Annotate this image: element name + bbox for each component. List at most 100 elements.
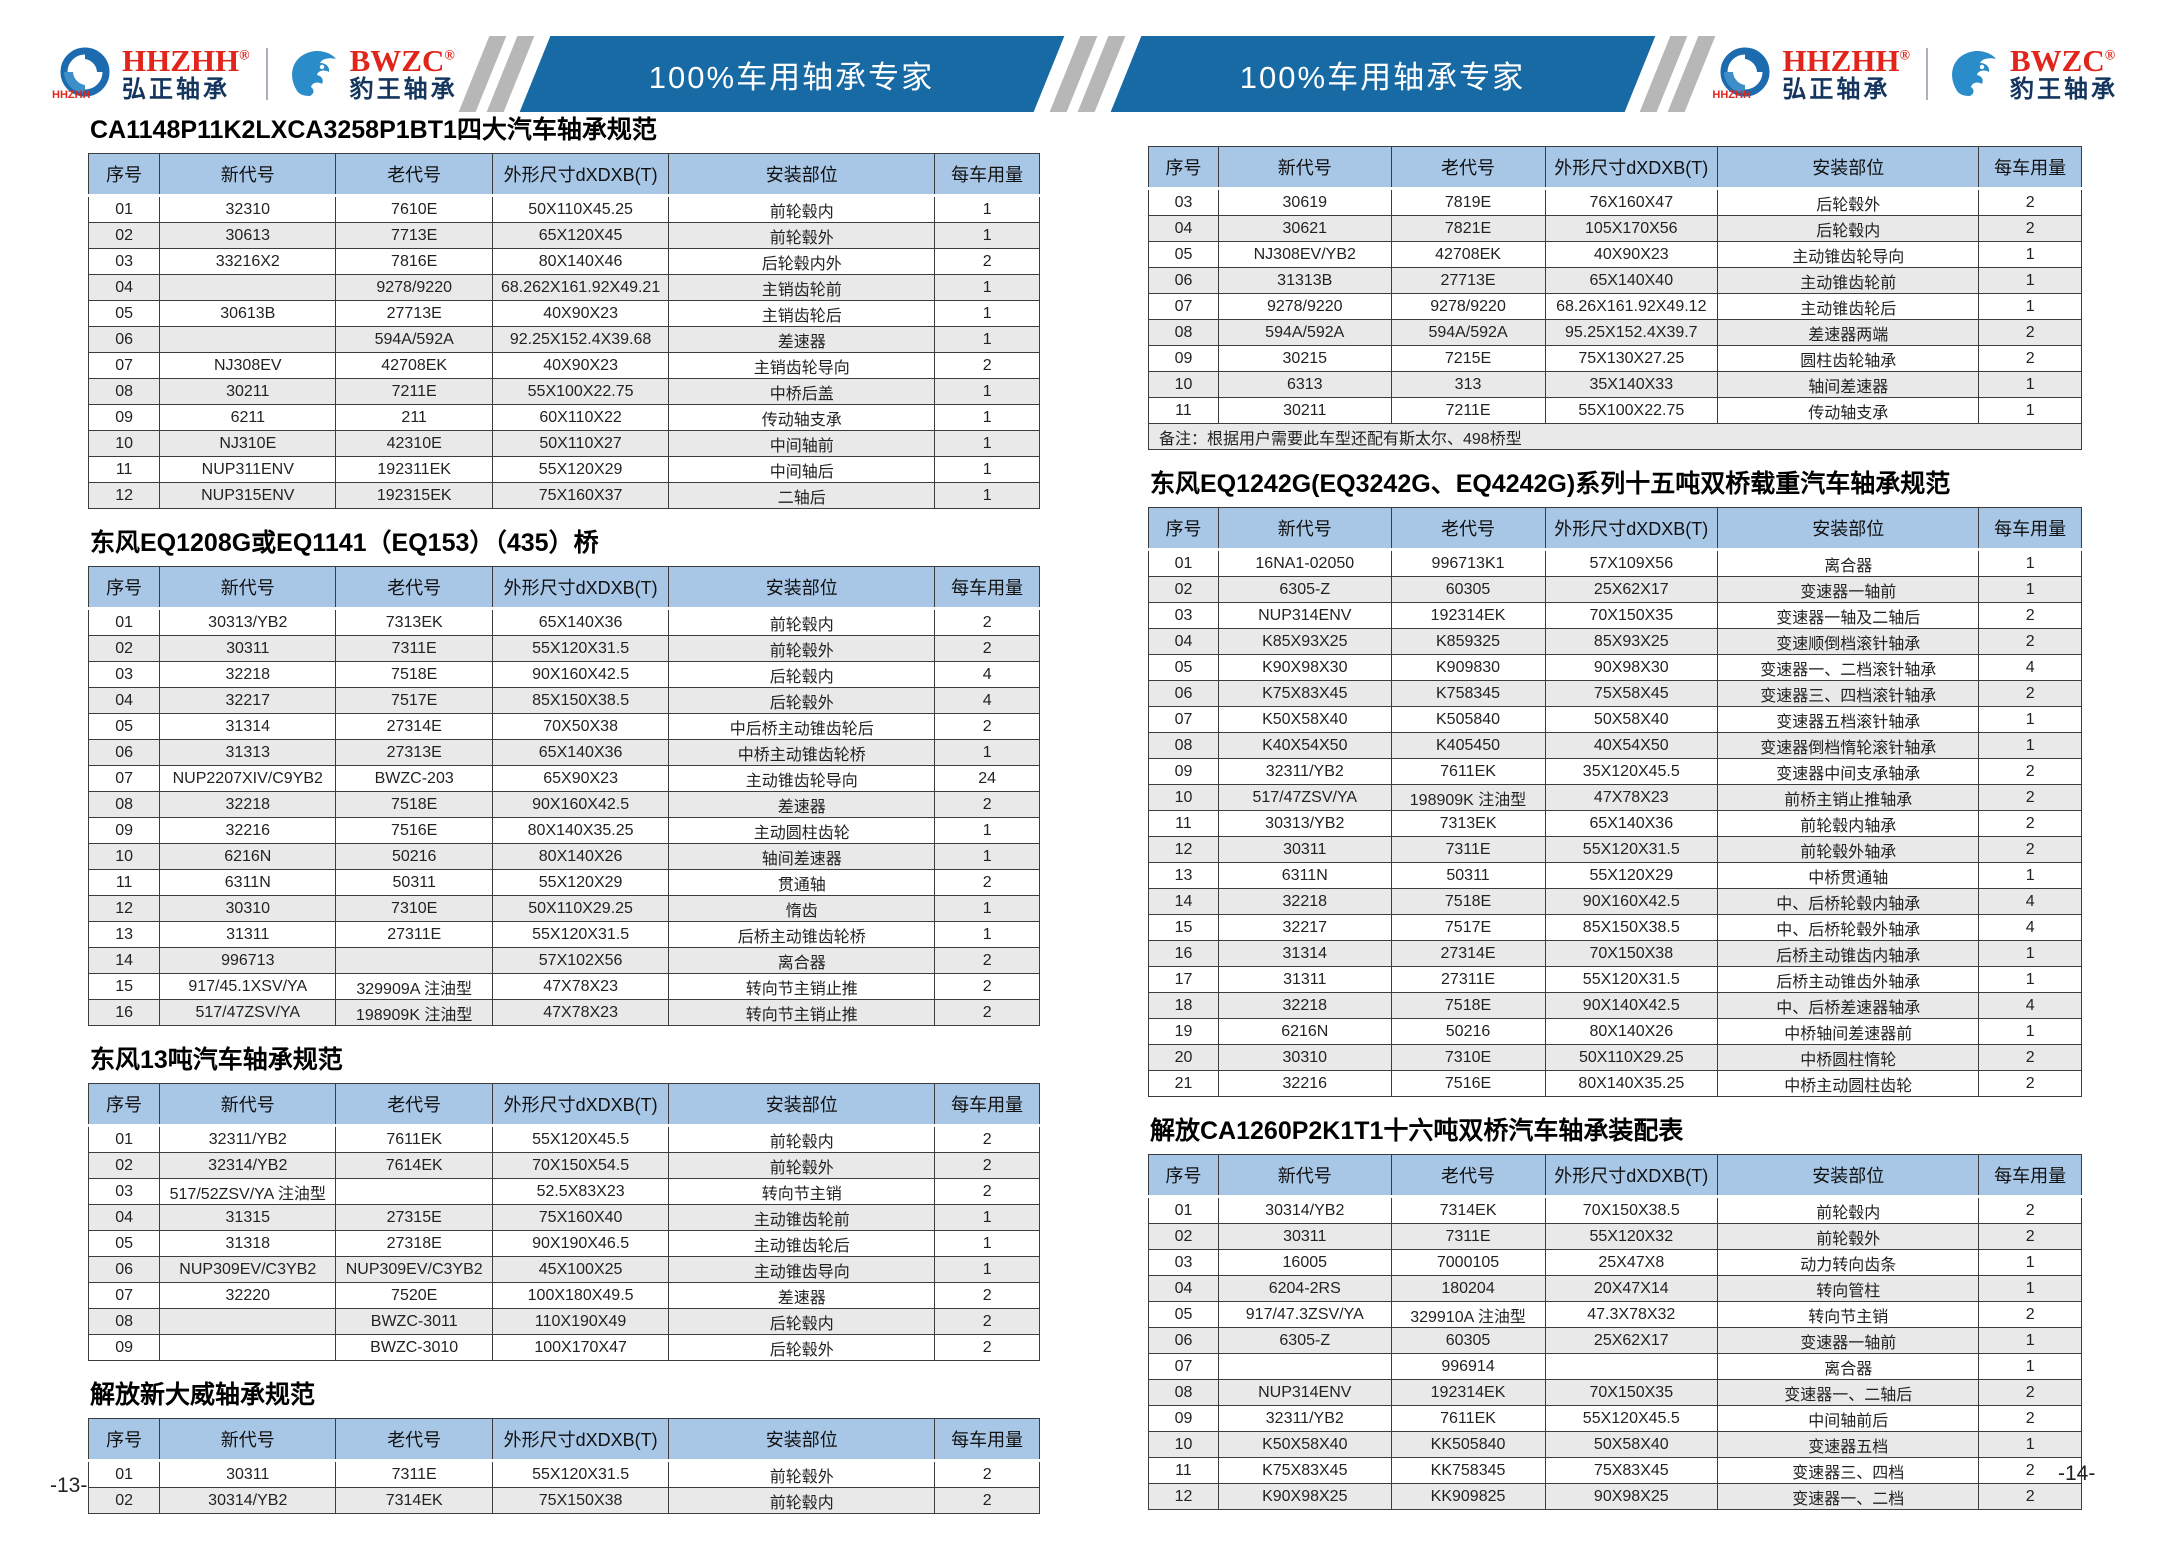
table-cell: BWZC-3010 <box>335 1334 494 1361</box>
table-cell: 07 <box>1148 293 1219 320</box>
column-header: 新代号 <box>159 566 337 610</box>
table-cell: 7821E <box>1390 215 1546 242</box>
table-cell: 32220 <box>159 1282 337 1309</box>
table-row: 03 32218 7518E 90X160X42.5 后轮毂内 4 <box>87 661 1040 688</box>
table-cell: 180204 <box>1390 1275 1546 1302</box>
table-row: 06 K75X83X45 K758345 75X58X45 变速器三、四档滚针轴承 2 <box>1148 680 2082 707</box>
table-cell: NUP315ENV <box>159 482 337 509</box>
table-cell: 45X100X25 <box>492 1256 670 1283</box>
table-cell: 1 <box>1978 1275 2082 1302</box>
hhzhh-logo-icon: HHZHH <box>52 45 114 103</box>
table-cell: 变速顺倒档滚针轴承 <box>1717 628 1980 655</box>
table-cell: 19 <box>1148 1018 1219 1045</box>
table-cell: 01 <box>87 195 161 223</box>
table-row: 08 30211 7211E 55X100X22.75 中桥后盖 1 <box>87 378 1040 405</box>
table-row: 05 917/47.3ZSV/YA 329910A 注油型 47.3X78X32 转向节… <box>1148 1301 2082 1328</box>
table-row: 05 30613B 27713E 40X90X23 主销齿轮后 1 <box>87 300 1040 327</box>
table-cell: 2 <box>1978 784 2082 811</box>
table-cell: 变速器倒档惰轮滚针轴承 <box>1717 732 1980 759</box>
table-cell: 中、后桥轮毂外轴承 <box>1717 914 1980 941</box>
column-header: 老代号 <box>335 153 494 197</box>
table-cell: K75X83X45 <box>1217 680 1392 707</box>
table-row: 09 30215 7215E 75X130X27.25 圆柱齿轮轴承 2 <box>1148 345 2082 372</box>
table-cell: K85X93X25 <box>1217 628 1392 655</box>
table-row: 14 32218 7518E 90X160X42.5 中、后桥轮毂内轴承 4 <box>1148 888 2082 915</box>
table-row: 03 33216X2 7816E 80X140X46 后轮毂内外 2 <box>87 248 1040 275</box>
table-cell: 7610E <box>335 195 494 223</box>
table-row: 05 K90X98X30 K909830 90X98X30 变速器一、二档滚针轴承 4 <box>1148 654 2082 681</box>
table-cell: 211 <box>335 404 494 431</box>
table-cell: 转向节主销止推 <box>668 999 936 1026</box>
table-cell: 1 <box>934 378 1040 405</box>
table-cell: 6305-Z <box>1217 1327 1392 1354</box>
registered-mark: ® <box>1899 48 1910 64</box>
table-cell: 42708EK <box>1390 241 1546 268</box>
table-cell: 55X100X22.75 <box>1544 397 1719 424</box>
table-row: 11 K75X83X45 KK758345 75X83X45 变速器三、四档 2 <box>1148 1457 2082 1484</box>
table-cell: 转向节主销止推 <box>668 973 936 1000</box>
table-row: 07 996914 离合器 1 <box>1148 1353 2082 1380</box>
table-cell: 90X160X42.5 <box>492 791 670 818</box>
table-cell: K50X58X40 <box>1217 706 1392 733</box>
table-cell: 9278/9220 <box>1390 293 1546 320</box>
table-cell: 2 <box>934 608 1040 636</box>
table-row: 11 30313/YB2 7313EK 65X140X36 前轮毂内轴承 2 <box>1148 810 2082 837</box>
table-row: 05 31314 27314E 70X50X38 中后桥主动锥齿轮后 2 <box>87 713 1040 740</box>
table-cell: 2 <box>934 1178 1040 1205</box>
column-header: 序号 <box>87 1418 161 1462</box>
table-cell: 2 <box>1978 1457 2082 1484</box>
table-cell: 主销齿轮导向 <box>668 352 936 379</box>
table-row: 09 32216 7516E 80X140X35.25 主动圆柱齿轮 1 <box>87 817 1040 844</box>
table-cell: 30311 <box>159 1460 337 1488</box>
column-header: 安装部位 <box>668 566 936 610</box>
table-cell: 02 <box>1148 1223 1219 1250</box>
table-cell: 9278/9220 <box>1217 293 1392 320</box>
table-cell: 6305-Z <box>1217 576 1392 603</box>
table-cell: 轴间差速器 <box>1717 371 1980 398</box>
table-cell: 76X160X47 <box>1544 188 1719 216</box>
table-cell: 7614EK <box>335 1152 494 1179</box>
table-cell: 中后桥主动锥齿轮后 <box>668 713 936 740</box>
table-row: 12 30310 7310E 50X110X29.25 惰齿 1 <box>87 895 1040 922</box>
table-cell: 594A/592A <box>1217 319 1392 346</box>
table-block: 东风13吨汽车轴承规范 序号 新代号 老代号 外形尺寸dXDXB(T) 安装部位 每车用量… <box>87 1040 1040 1361</box>
table-cell: 变速器中间支承轴承 <box>1717 758 1980 785</box>
table-cell: 30311 <box>1217 1223 1392 1250</box>
table-cell: 32216 <box>1217 1070 1392 1097</box>
table-cell: 1 <box>934 222 1040 249</box>
table-cell: 前轮毂外 <box>668 1152 936 1179</box>
column-header: 外形尺寸dXDXB(T) <box>492 1083 670 1127</box>
table-cell: 09 <box>1148 758 1219 785</box>
table-cell: 100X170X47 <box>492 1334 670 1361</box>
hhzhh-brand-text: HHZHH® 弘正轴承 <box>122 45 250 104</box>
brand-block-right: HHZHH HHZHH® 弘正轴承 BWZC® 豹王轴承 <box>1712 45 2118 104</box>
table-cell: 05 <box>1148 654 1219 681</box>
table-cell: 57X102X56 <box>492 947 670 974</box>
column-header: 安装部位 <box>668 1418 936 1462</box>
table-cell: 05 <box>87 713 161 740</box>
column-header: 外形尺寸dXDXB(T) <box>492 1418 670 1462</box>
table-cell: 32311/YB2 <box>1217 758 1392 785</box>
table-cell: 变速器一、二档滚针轴承 <box>1717 654 1980 681</box>
table-cell: NUP311ENV <box>159 456 337 483</box>
table-title: 东风EQ1208G或EQ1141（EQ153）（435）桥 <box>90 529 599 557</box>
table-header-row: 序号 新代号 老代号 外形尺寸dXDXB(T) 安装部位 每车用量 <box>87 153 1040 197</box>
table-cell: 6204-2RS <box>1217 1275 1392 1302</box>
bearing-table: 序号 新代号 老代号 外形尺寸dXDXB(T) 安装部位 每车用量 01 30311 7311E… <box>87 1418 1040 1514</box>
table-cell: 05 <box>1148 1301 1219 1328</box>
table-title: 解放新大威轴承规范 <box>90 1381 316 1409</box>
table-row: 01 32311/YB2 7611EK 55X120X45.5 前轮毂内 2 <box>87 1125 1040 1153</box>
table-cell: 11 <box>1148 810 1219 837</box>
table-cell: 313 <box>1390 371 1546 398</box>
table-cell: 09 <box>87 1334 161 1361</box>
table-cell: 前桥主销止推轴承 <box>1717 784 1980 811</box>
table-cell: 6311N <box>1217 862 1392 889</box>
column-header: 外形尺寸dXDXB(T) <box>492 566 670 610</box>
table-cell: 85X150X38.5 <box>1544 914 1719 941</box>
table-cell: 离合器 <box>668 947 936 974</box>
table-cell: 2 <box>934 1460 1040 1488</box>
table-header-row: 序号 新代号 老代号 外形尺寸dXDXB(T) 安装部位 每车用量 <box>87 1083 1040 1127</box>
table-row: 12 NUP315ENV 192315EK 75X160X37 二轴后 1 <box>87 482 1040 509</box>
table-cell: 中间轴后 <box>668 456 936 483</box>
table-cell: 30613 <box>159 222 337 249</box>
